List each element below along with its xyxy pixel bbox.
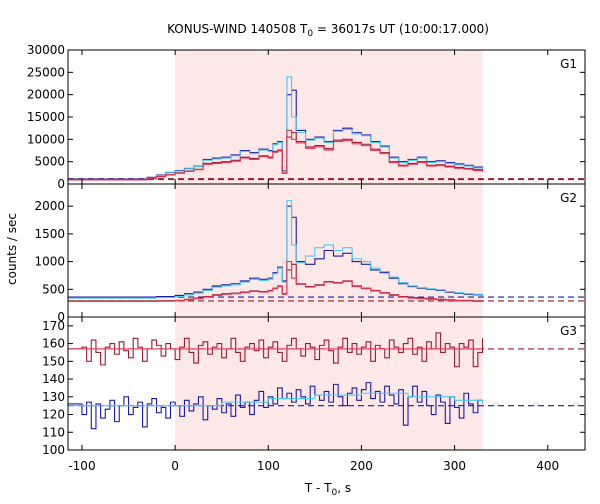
y-tick-label: 500 [42, 282, 65, 296]
x-tick-label: 400 [536, 459, 559, 473]
chart-title-tail: = 36017s UT (10:00:17.000) [313, 22, 489, 36]
y-tick-label: 120 [42, 408, 65, 422]
y-tick-label: 130 [42, 390, 65, 404]
y-tick-label: 150 [42, 354, 65, 368]
y-tick-label: 1000 [34, 255, 65, 269]
x-tick-label: 100 [257, 459, 280, 473]
y-tick-label: 25000 [27, 65, 65, 79]
y-tick-label: 5000 [34, 155, 65, 169]
y-tick-label: 140 [42, 372, 65, 386]
series-line-4 [68, 129, 484, 181]
x-tick-label: 300 [443, 459, 466, 473]
y-tick-label: 2000 [34, 199, 65, 213]
series-line-2 [68, 76, 484, 181]
x-tick-label: -100 [68, 459, 95, 473]
x-axis-label-main: T - T [304, 481, 332, 495]
x-axis-label-tail: , s [337, 481, 351, 495]
y-tick-label: 0 [57, 177, 65, 191]
y-tick-label: 110 [42, 425, 65, 439]
panel-label: G3 [560, 324, 577, 338]
y-tick-label: 30000 [27, 43, 65, 57]
panel-label: G2 [560, 191, 577, 205]
shaded-interval [175, 317, 483, 450]
panel-frame [67, 316, 586, 451]
panels-layer: 050001000015000200002500030000G105001000… [27, 43, 586, 473]
x-tick-label: 200 [350, 459, 373, 473]
y-tick-label: 1500 [34, 227, 65, 241]
x-tick-label: 0 [171, 459, 179, 473]
panel-label: G1 [560, 57, 577, 71]
series-line-1 [68, 332, 484, 368]
y-tick-label: 0 [57, 310, 65, 324]
x-axis-label: T - T0, s [304, 481, 351, 498]
y-tick-label: 15000 [27, 110, 65, 124]
y-tick-label: 100 [42, 443, 65, 457]
x-axis-label-sub: 0 [332, 488, 338, 498]
y-axis-label: counts / sec [5, 213, 19, 285]
panel-g3: 100 110 120 130 140 150 160 170 G3 [42, 316, 586, 457]
y-tick-label: 20000 [27, 88, 65, 102]
chart-title: KONUS-WIND 140508 T0 = 36017s UT (10:00:… [167, 22, 489, 39]
chart-title-sub: 0 [307, 29, 313, 39]
series-line-3 [68, 382, 484, 430]
series-line-4 [68, 261, 483, 303]
chart-title-main: KONUS-WIND 140508 T [167, 22, 308, 36]
y-tick-label: 170 [42, 319, 65, 333]
series-line-2 [68, 200, 484, 299]
y-tick-label: 160 [42, 337, 65, 351]
panel-g1: 0 5000 10000 15000 20000 25000 30000 G1 [27, 43, 586, 191]
series-line-4 [68, 392, 484, 407]
panel-g2: 0 500 1000 1500 2000 G2 [34, 183, 586, 324]
y-tick-label: 10000 [27, 132, 65, 146]
